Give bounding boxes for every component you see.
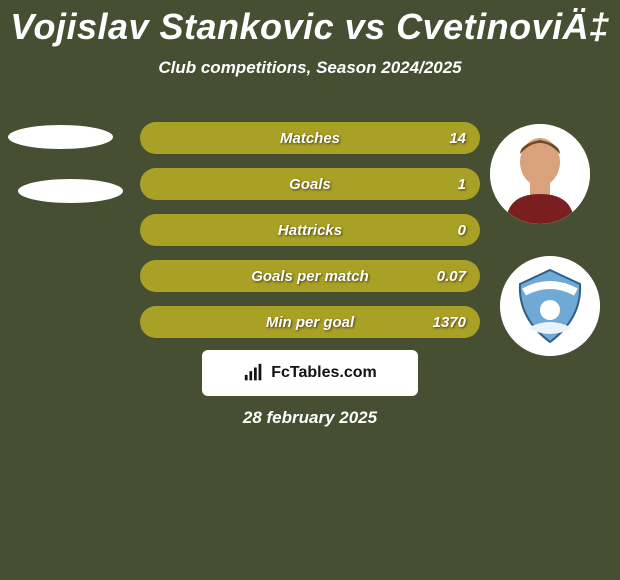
- footer-attribution: FcTables.com: [202, 350, 418, 396]
- subtitle: Club competitions, Season 2024/2025: [0, 58, 620, 78]
- page-title: Vojislav Stankovic vs CvetinoviÄ‡: [0, 0, 620, 48]
- stats-bars: Matches 14 Goals 1 Hattricks 0 Goals per…: [140, 122, 480, 352]
- stat-label: Matches: [280, 130, 340, 147]
- snapshot-date: 28 february 2025: [0, 408, 620, 428]
- stat-value: 1: [458, 176, 466, 193]
- stat-row-goals-per-match: Goals per match 0.07: [140, 260, 480, 292]
- left-placeholder-ellipse-2: [18, 179, 123, 203]
- player-avatar-icon: [490, 124, 590, 224]
- comparison-infographic: Vojislav Stankovic vs CvetinoviÄ‡ Club c…: [0, 0, 620, 580]
- stat-label: Goals: [289, 176, 331, 193]
- stat-row-hattricks: Hattricks 0: [140, 214, 480, 246]
- left-placeholder-ellipse-1: [8, 125, 113, 149]
- stat-value: 1370: [433, 314, 466, 331]
- stat-value: 14: [449, 130, 466, 147]
- stat-row-goals: Goals 1: [140, 168, 480, 200]
- club-badge: [500, 256, 600, 356]
- stat-row-matches: Matches 14: [140, 122, 480, 154]
- club-crest-icon: [500, 256, 600, 356]
- stat-value: 0: [458, 222, 466, 239]
- player-photo: [490, 124, 590, 224]
- bars-icon: [243, 362, 265, 384]
- stat-label: Hattricks: [278, 222, 342, 239]
- stat-label: Goals per match: [251, 268, 369, 285]
- stat-value: 0.07: [437, 268, 466, 285]
- stat-row-min-per-goal: Min per goal 1370: [140, 306, 480, 338]
- brand-text: FcTables.com: [271, 364, 377, 382]
- stat-label: Min per goal: [266, 314, 354, 331]
